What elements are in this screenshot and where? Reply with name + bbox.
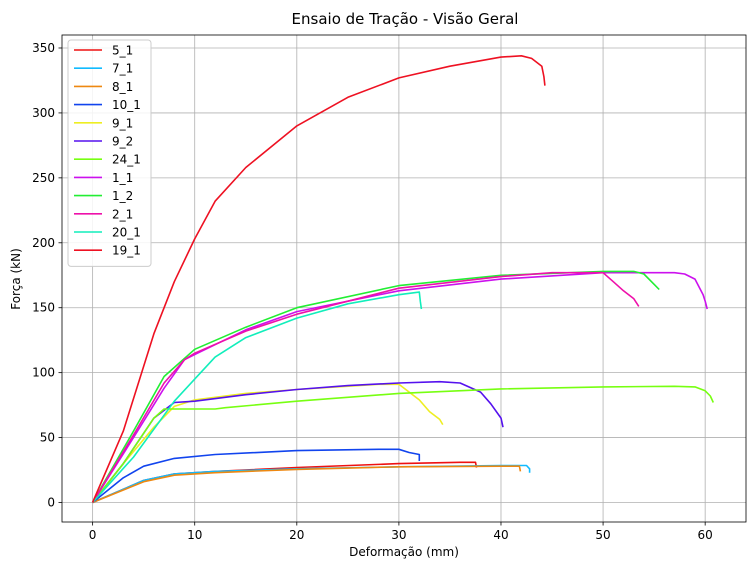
y-tick-label: 100 <box>32 366 55 380</box>
grid <box>62 35 746 522</box>
chart-title: Ensaio de Tração - Visão Geral <box>292 10 519 28</box>
series-line-1_1 <box>91 271 708 503</box>
plot-frame <box>61 34 747 523</box>
legend: 5_1 7_1 8_1 10_1 9_1 9_2 24_1 1_1 1_2 2_1 20_1 19_1 <box>67 39 152 267</box>
x-tick-label: 40 <box>493 528 508 542</box>
legend-label: 7_1 <box>112 62 133 76</box>
y-tick-label: 250 <box>32 171 55 185</box>
x-tick-label: 20 <box>289 528 304 542</box>
x-tick-label: 30 <box>391 528 406 542</box>
series-line-24_1 <box>91 385 715 503</box>
y-tick-label: 200 <box>32 236 55 250</box>
legend-label: 20_1 <box>112 226 141 240</box>
series-line-20_1 <box>92 291 423 504</box>
y-tick-label: 150 <box>32 301 55 315</box>
series-line-8_1 <box>92 465 522 504</box>
legend-label: 19_1 <box>112 244 141 258</box>
y-axis-label: Força (kN) <box>9 248 23 310</box>
legend-label: 9_1 <box>112 116 133 130</box>
x-tick-label: 10 <box>187 528 202 542</box>
legend-label: 24_1 <box>112 153 141 167</box>
x-tick-label: 50 <box>595 528 610 542</box>
legend-label: 5_1 <box>112 44 133 58</box>
legend-label: 8_1 <box>112 80 133 94</box>
series-line-2_1 <box>91 271 640 503</box>
y-tick-label: 350 <box>32 41 55 55</box>
x-tick-label: 60 <box>698 528 713 542</box>
y-tick-label: 0 <box>47 496 55 510</box>
legend-label: 10_1 <box>112 98 141 112</box>
series-line-10_1 <box>92 448 421 504</box>
legend-label: 1_2 <box>112 189 133 203</box>
x-axis-label: Deformação (mm) <box>349 545 459 559</box>
axes-layer: 0 10 20 30 40 50 60 0 50 100 150 200 250 300 350 <box>32 34 747 542</box>
y-tick-label: 50 <box>40 431 55 445</box>
legend-label: 9_2 <box>112 135 133 149</box>
x-tick-label: 0 <box>89 528 97 542</box>
y-tick-label: 300 <box>32 106 55 120</box>
legend-label: 1_1 <box>112 171 133 185</box>
legend-box <box>67 39 152 267</box>
series-line-19_1 <box>91 55 546 503</box>
series-layer <box>91 55 715 504</box>
legend-label: 2_1 <box>112 207 133 221</box>
series-line-1_2 <box>91 270 660 503</box>
